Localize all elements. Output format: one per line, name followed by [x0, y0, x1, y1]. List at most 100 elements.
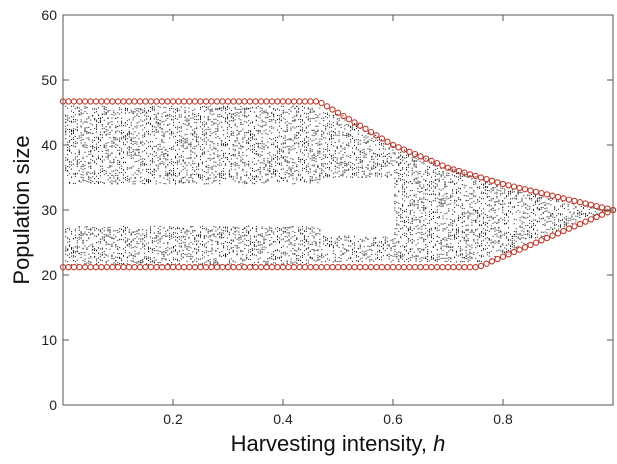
cloud-point — [117, 138, 119, 140]
cloud-point — [74, 121, 76, 123]
cloud-point — [278, 242, 280, 244]
cloud-point — [307, 170, 309, 172]
cloud-point — [411, 174, 413, 176]
cloud-point — [207, 255, 209, 257]
cloud-point — [101, 155, 103, 157]
cloud-point — [361, 149, 363, 151]
cloud-point — [192, 147, 194, 149]
cloud-point — [211, 149, 213, 151]
cloud-point — [417, 181, 419, 183]
cloud-point — [340, 250, 342, 252]
cloud-point — [303, 149, 305, 151]
cloud-point — [278, 135, 280, 137]
cloud-point — [144, 143, 146, 145]
cloud-point — [307, 125, 309, 127]
cloud-point — [302, 255, 304, 257]
cloud-point — [363, 139, 365, 141]
cloud-point — [71, 152, 73, 154]
cloud-point — [296, 106, 298, 108]
cloud-point — [251, 167, 253, 169]
cloud-point — [109, 177, 111, 179]
cloud-point — [290, 174, 292, 176]
cloud-point — [69, 163, 71, 165]
cloud-point — [275, 157, 277, 159]
cloud-point — [286, 127, 288, 129]
cloud-point — [109, 181, 111, 183]
cloud-point — [69, 227, 71, 229]
cloud-point — [209, 110, 211, 112]
cloud-point — [76, 107, 78, 109]
cloud-point — [282, 137, 284, 139]
cloud-point — [365, 254, 367, 256]
cloud-point — [244, 136, 246, 138]
cloud-point — [251, 248, 253, 250]
cloud-point — [207, 232, 209, 234]
cloud-point — [400, 217, 402, 219]
cloud-point — [373, 158, 375, 160]
cloud-point — [221, 235, 223, 237]
cloud-point — [86, 144, 88, 146]
cloud-point — [82, 243, 84, 245]
cloud-point — [240, 148, 242, 150]
cloud-point — [161, 128, 163, 130]
cloud-point — [352, 125, 354, 127]
cloud-point — [117, 159, 119, 161]
cloud-point — [240, 236, 242, 238]
cloud-point — [190, 146, 192, 148]
cloud-point — [332, 131, 334, 133]
cloud-point — [267, 170, 269, 172]
cloud-point — [178, 238, 180, 240]
cloud-point — [271, 231, 273, 233]
cloud-point — [409, 205, 411, 207]
cloud-point — [190, 157, 192, 159]
cloud-point — [411, 172, 413, 174]
cloud-point — [342, 134, 344, 136]
cloud-point — [273, 144, 275, 146]
cloud-point — [388, 245, 390, 247]
cloud-point — [107, 156, 109, 158]
cloud-point — [230, 239, 232, 241]
cloud-point — [402, 220, 404, 222]
cloud-point — [321, 170, 323, 172]
cloud-point — [375, 156, 377, 158]
cloud-point — [128, 181, 130, 183]
cloud-point — [138, 121, 140, 123]
cloud-point — [415, 177, 417, 179]
cloud-point — [103, 253, 105, 255]
cloud-point — [78, 114, 80, 116]
cloud-point — [394, 178, 396, 180]
cloud-point — [109, 133, 111, 135]
cloud-point — [363, 255, 365, 257]
cloud-point — [67, 165, 69, 167]
cloud-point — [282, 245, 284, 247]
cloud-point — [357, 247, 359, 249]
cloud-point — [115, 260, 117, 262]
cloud-point — [72, 183, 74, 185]
cloud-point — [363, 148, 365, 150]
cloud-point — [396, 180, 398, 182]
cloud-point — [113, 241, 115, 243]
cloud-point — [96, 148, 98, 150]
cloud-point — [201, 225, 203, 227]
cloud-point — [377, 254, 379, 256]
cloud-point — [67, 249, 69, 251]
cloud-point — [244, 107, 246, 109]
cloud-point — [396, 252, 398, 254]
cloud-point — [163, 121, 165, 123]
cloud-point — [400, 237, 402, 239]
cloud-point — [126, 260, 128, 262]
cloud-point — [257, 258, 259, 260]
cloud-point — [242, 158, 244, 160]
cloud-point — [178, 121, 180, 123]
cloud-point — [92, 176, 94, 178]
cloud-point — [371, 249, 373, 251]
cloud-point — [300, 260, 302, 262]
cloud-point — [69, 181, 71, 183]
cloud-point — [234, 237, 236, 239]
cloud-point — [113, 141, 115, 143]
cloud-point — [302, 144, 304, 146]
cloud-point — [155, 138, 157, 140]
cloud-point — [340, 162, 342, 164]
cloud-point — [421, 162, 423, 164]
cloud-point — [255, 229, 257, 231]
